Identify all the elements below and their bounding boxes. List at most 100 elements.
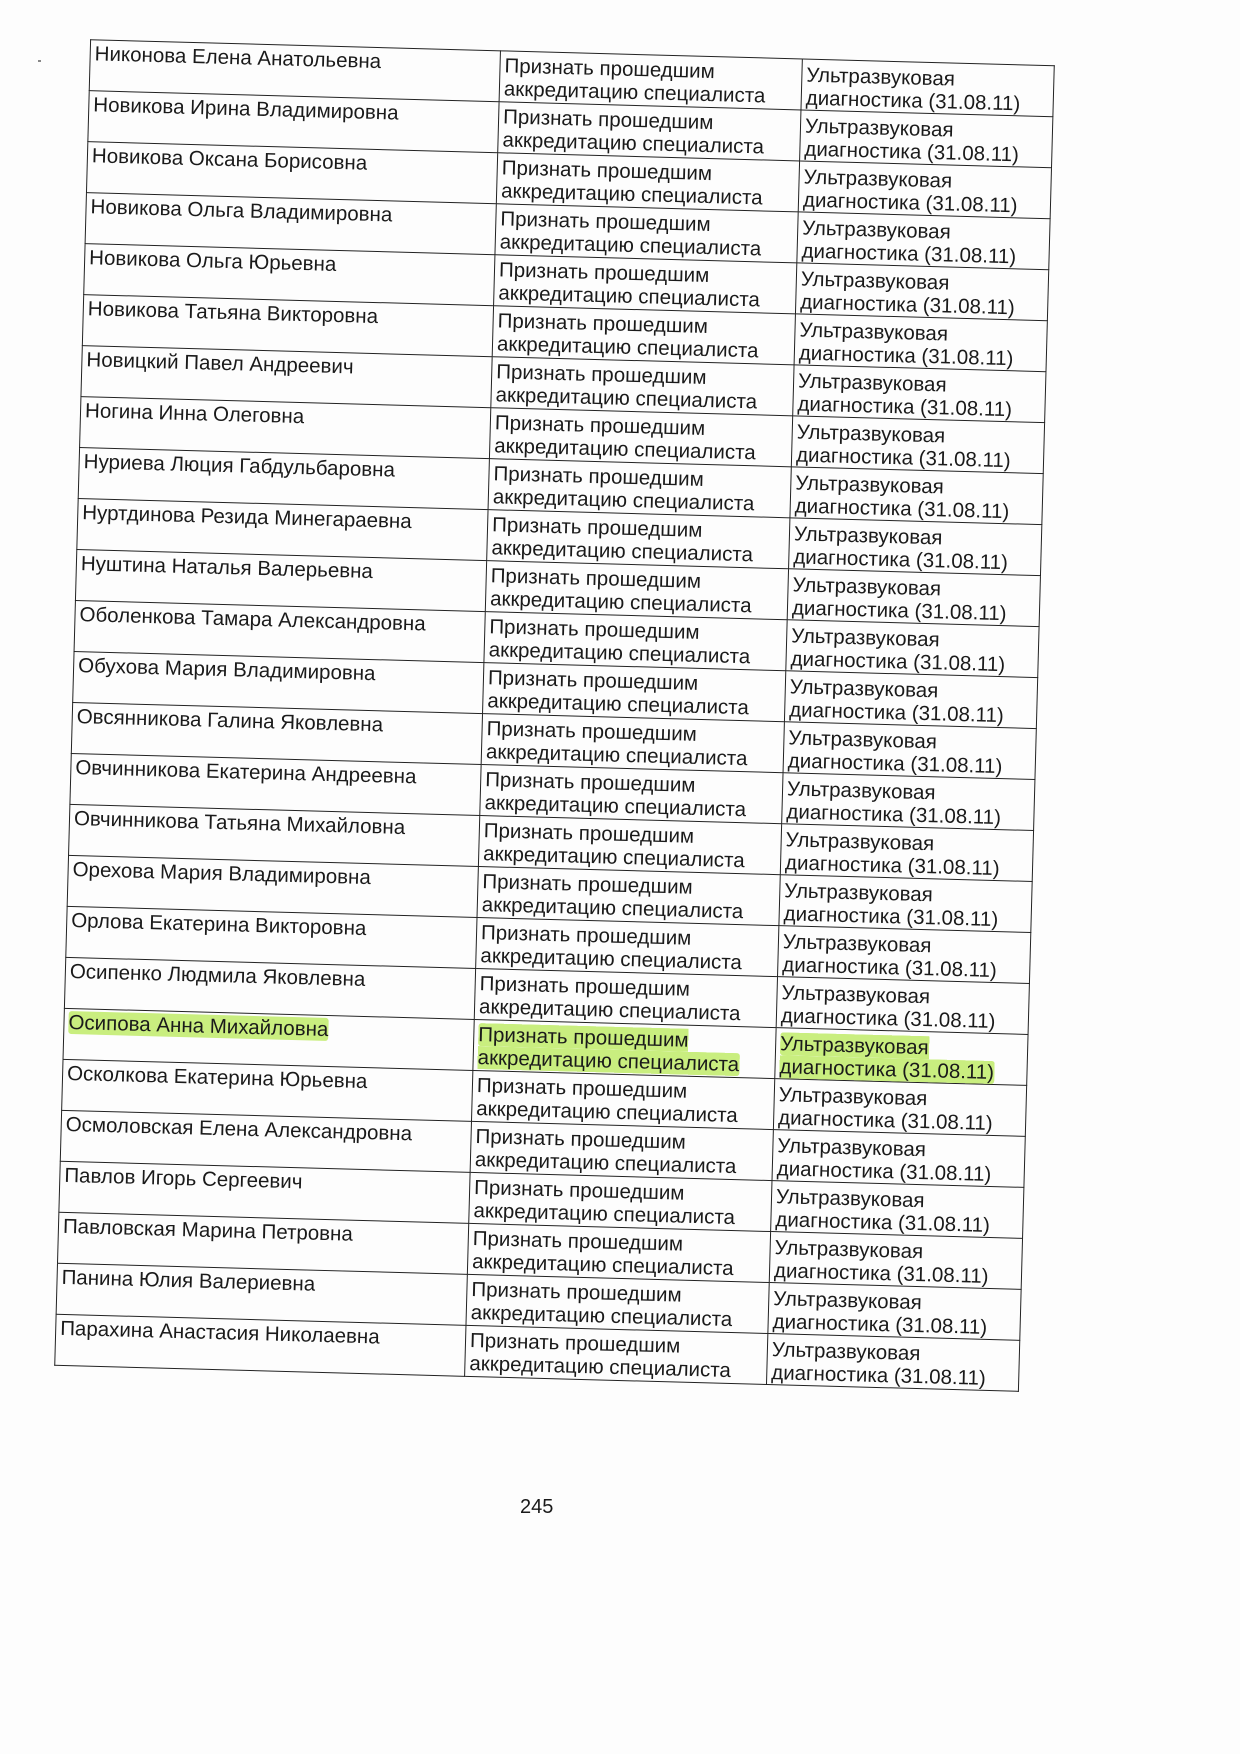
- decision-cell-text: Признать прошедшим аккредитацию специали…: [473, 1176, 736, 1230]
- specialty-cell: Ультразвуковая диагностика (31.08.11): [767, 1282, 1022, 1341]
- specialty-cell: Ультразвуковая диагностика (31.08.11): [773, 1078, 1027, 1137]
- specialty-cell: Ультразвуковая диагностика (31.08.11): [778, 874, 1033, 933]
- decision-cell-text: Признать прошедшим аккредитацию специали…: [503, 54, 766, 108]
- specialty-cell: Ультразвуковая диагностика (31.08.11): [776, 976, 1030, 1035]
- specialty-cell: Ультразвуковая диагностика (31.08.11): [798, 160, 1052, 219]
- name-cell-text: Ногина Инна Олеговна: [84, 399, 305, 429]
- decision-cell-text: Признать прошедшим аккредитацию специали…: [487, 666, 750, 720]
- name-cell-text: Оболенкова Тамара Александровна: [79, 603, 427, 636]
- specialty-cell: Ультразвуковая диагностика (31.08.11): [769, 1231, 1023, 1290]
- specialty-cell: Ультразвуковая диагностика (31.08.11): [795, 262, 1049, 321]
- decision-cell-text: Признать прошедшим аккредитацию специали…: [500, 156, 763, 210]
- name-cell-text: Новикова Оксана Борисовна: [91, 144, 368, 175]
- decision-cell: Признать прошедшим аккредитацию специали…: [479, 764, 784, 824]
- specialty-cell-text: Ультразвуковая диагностика (31.08.11): [784, 828, 1000, 881]
- specialty-cell: Ультразвуковая диагностика (31.08.11): [772, 1129, 1026, 1188]
- decision-cell-text: Признать прошедшим аккредитацию специали…: [469, 1328, 732, 1383]
- decision-cell-text: Признать прошедшим аккредитацию специали…: [488, 615, 751, 669]
- specialty-cell-text: Ультразвуковая диагностика (31.08.11): [783, 879, 999, 932]
- specialty-cell-text: Ультразвуковая диагностика (31.08.11): [782, 930, 998, 983]
- name-cell-text: Осмоловская Елена Александровна: [65, 1112, 413, 1146]
- decision-cell-text: Признать прошедшим аккредитацию специали…: [477, 1023, 740, 1077]
- name-cell-text: Новикова Ирина Владимировна: [93, 93, 399, 125]
- specialty-cell-text: Ультразвуковая диагностика (31.08.11): [793, 522, 1009, 575]
- decision-cell-text: Признать прошедшим аккредитацию специали…: [484, 768, 747, 822]
- name-cell: Парахина Анастасия Николаевна: [54, 1314, 466, 1377]
- specialty-cell: Ультразвуковая диагностика (31.08.11): [781, 772, 1035, 831]
- name-cell-text: Новикова Ольга Владимировна: [90, 195, 393, 227]
- name-cell-text: Нуртдинова Резида Минегараевна: [82, 501, 413, 534]
- specialty-cell-text: Ультразвуковая диагностика (31.08.11): [799, 267, 1016, 320]
- decision-cell-text: Признать прошедшим аккредитацию специали…: [470, 1277, 733, 1332]
- decision-cell: Признать прошедшим аккредитацию специали…: [494, 203, 799, 263]
- specialty-cell: Ультразвуковая диагностика (31.08.11): [784, 670, 1038, 729]
- specialty-cell-text: Ультразвуковая диагностика (31.08.11): [779, 1032, 995, 1085]
- name-cell-text: Павлов Игорь Сергеевич: [64, 1163, 303, 1194]
- decision-cell: Признать прошедшим аккредитацию специали…: [465, 1274, 770, 1334]
- decision-cell: Признать прошедшим аккредитацию специали…: [482, 662, 786, 722]
- decision-cell: Признать прошедшим аккредитацию специали…: [493, 254, 797, 314]
- decision-cell-text: Признать прошедшим аккредитацию специали…: [491, 513, 754, 567]
- name-cell-text: Никонова Елена Анатольевна: [94, 42, 382, 74]
- specialty-cell: Ультразвуковая диагностика (31.08.11): [799, 109, 1053, 168]
- decision-cell: Признать прошедшим аккредитацию специали…: [478, 815, 782, 875]
- decision-cell-text: Признать прошедшим аккредитацию специали…: [482, 819, 745, 873]
- specialty-cell: Ультразвуковая диагностика (31.08.11): [788, 517, 1042, 576]
- name-cell-text: Парахина Анастасия Николаевна: [59, 1316, 380, 1349]
- specialty-cell-text: Ультразвуковая диагностика (31.08.11): [791, 573, 1007, 626]
- decision-cell: Признать прошедшим аккредитацию специали…: [477, 866, 781, 926]
- decision-cell: Признать прошедшим аккредитацию специали…: [485, 560, 789, 620]
- decision-cell-text: Признать прошедшим аккредитацию специали…: [485, 717, 748, 771]
- specialty-cell-text: Ультразвуковая диагностика (31.08.11): [802, 165, 1018, 218]
- specialty-cell: Ультразвуковая диагностика (31.08.11): [794, 313, 1048, 372]
- decision-cell: Признать прошедшим аккредитацию специали…: [472, 1019, 777, 1079]
- decision-cell: Признать прошедшим аккредитацию специали…: [488, 458, 792, 518]
- decision-cell-text: Признать прошедшим аккредитацию специали…: [481, 870, 744, 924]
- decision-cell: Признать прошедшим аккредитацию специали…: [499, 50, 803, 110]
- specialty-cell-text: Ультразвуковая диагностика (31.08.11): [787, 726, 1003, 779]
- decision-cell: Признать прошедшим аккредитацию специали…: [468, 1172, 772, 1232]
- name-cell-text: Овчинникова Татьяна Михайловна: [73, 807, 406, 840]
- decision-cell-text: Признать прошедшим аккредитацию специали…: [480, 921, 743, 975]
- decision-cell: Признать прошедшим аккредитацию специали…: [481, 713, 785, 773]
- specialty-cell-text: Ультразвуковая диагностика (31.08.11): [794, 471, 1010, 524]
- decision-cell-text: Признать прошедшим аккредитацию специали…: [493, 411, 756, 465]
- specialty-cell-text: Ультразвуковая диагностика (31.08.11): [777, 1083, 993, 1136]
- name-cell-text: Новикова Татьяна Викторовна: [87, 297, 379, 329]
- specialty-cell: Ультразвуковая диагностика (31.08.11): [770, 1180, 1024, 1239]
- name-cell-text: Панина Юлия Валериевна: [61, 1265, 316, 1296]
- specialty-cell-text: Ультразвуковая диагностика (31.08.11): [797, 369, 1013, 422]
- decision-cell: Признать прошедшим аккредитацию специали…: [471, 1070, 775, 1130]
- specialty-cell: Ультразвуковая диагностика (31.08.11): [796, 211, 1051, 270]
- decision-cell-text: Признать прошедшим аккредитацию специали…: [474, 1125, 737, 1179]
- name-cell-text: Овсянникова Галина Яковлевна: [76, 705, 384, 737]
- decision-cell-text: Признать прошедшим аккредитацию специали…: [499, 207, 762, 261]
- decision-cell: Признать прошедшим аккредитацию специали…: [483, 611, 788, 671]
- accreditation-table-body: Никонова Елена Анатольевна Признать проше…: [54, 39, 1055, 1392]
- decision-cell: Признать прошедшим аккредитацию специали…: [490, 356, 795, 416]
- specialty-cell: Ультразвуковая диагностика (31.08.11): [780, 823, 1034, 882]
- specialty-cell: Ультразвуковая диагностика (31.08.11): [774, 1027, 1029, 1086]
- specialty-cell: Ультразвуковая диагностика (31.08.11): [787, 568, 1041, 627]
- specialty-cell: Ультразвуковая диагностика (31.08.11): [791, 415, 1045, 474]
- specialty-cell-text: Ультразвуковая диагностика (31.08.11): [786, 777, 1002, 830]
- accreditation-table-sheet: Никонова Елена Анатольевна Признать проше…: [54, 39, 1055, 1392]
- name-cell-text: Орлова Екатерина Викторовна: [70, 909, 367, 940]
- decision-cell-text: Признать прошедшим аккредитацию специали…: [476, 1074, 739, 1128]
- specialty-cell-text: Ультразвуковая диагностика (31.08.11): [798, 318, 1014, 371]
- decision-cell-text: Признать прошедшим аккредитацию специали…: [478, 972, 741, 1026]
- specialty-cell-text: Ультразвуковая диагностика (31.08.11): [775, 1185, 991, 1237]
- name-cell-text: Орехова Мария Владимировна: [72, 858, 372, 890]
- name-cell-text: Осипова Анна Михайловна: [68, 1010, 329, 1042]
- specialty-cell-text: Ультразвуковая диагностика (31.08.11): [795, 420, 1011, 473]
- decision-cell: Признать прошедшим аккредитацию специали…: [489, 407, 793, 467]
- specialty-cell: Ультразвуковая диагностика (31.08.11): [766, 1333, 1020, 1392]
- name-cell-text: Овчинникова Екатерина Андреевна: [75, 756, 417, 789]
- specialty-cell-text: Ультразвуковая диагностика (31.08.11): [773, 1236, 989, 1288]
- decision-cell-text: Признать прошедшим аккредитацию специали…: [495, 360, 758, 414]
- specialty-cell-text: Ультразвуковая диагностика (31.08.11): [788, 675, 1005, 728]
- decision-cell: Признать прошедшим аккредитацию специали…: [492, 305, 796, 365]
- decision-cell: Признать прошедшим аккредитацию специали…: [475, 917, 779, 977]
- specialty-cell: Ультразвуковая диагностика (31.08.11): [800, 58, 1055, 117]
- specialty-cell: Ультразвуковая диагностика (31.08.11): [777, 925, 1031, 984]
